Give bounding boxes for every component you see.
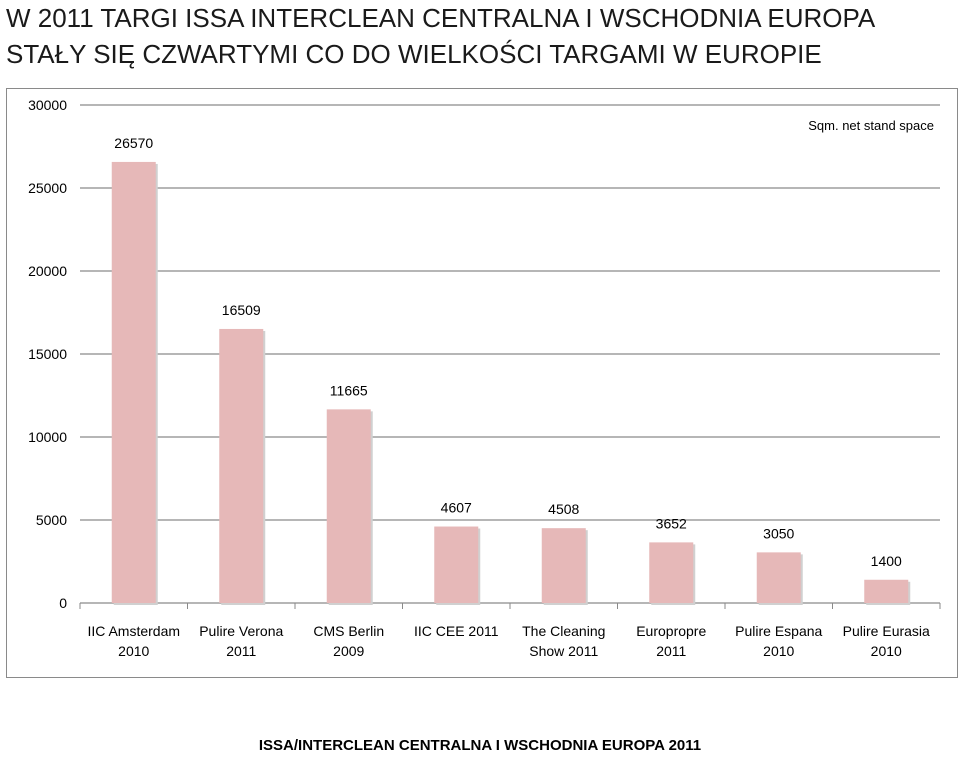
chart-title-line2: STAŁY SIĘ CZWARTYMI CO DO WIELKOŚCI TARG…	[6, 39, 822, 69]
bar	[434, 526, 479, 603]
legend-label: Sqm. net stand space	[808, 118, 934, 133]
chart-title: W 2011 TARGI ISSA INTERCLEAN CENTRALNA I…	[6, 0, 875, 72]
x-tick-label: Show 2011	[529, 643, 598, 659]
x-tick-label: 2009	[333, 643, 364, 659]
bar	[326, 409, 371, 603]
x-axis-labels: IIC Amsterdam 2010 Pulire Verona 2011 CMS Be…	[87, 623, 930, 659]
bar	[541, 528, 586, 603]
x-tick-label: IIC CEE 2011	[414, 623, 499, 639]
x-tick-label: Pulire Espana	[735, 623, 822, 639]
bar-chart: 0 5000 10000 15000 20000 25000 30000 26570 1650…	[28, 97, 941, 659]
data-label: 3652	[656, 515, 687, 531]
bars	[111, 161, 911, 606]
x-tick-label: IIC Amsterdam	[87, 623, 180, 639]
x-tick-label: Europropre	[636, 623, 706, 639]
y-tick-label: 0	[59, 595, 67, 611]
x-tick-label: 2011	[226, 643, 256, 659]
chart-frame	[6, 88, 958, 678]
y-tick-label: 30000	[28, 97, 67, 113]
y-tick-label: 20000	[28, 263, 67, 279]
y-tick-label: 10000	[28, 429, 67, 445]
bar	[219, 328, 264, 603]
bar	[864, 579, 909, 603]
x-tick-label: The Cleaning	[522, 623, 605, 639]
bar	[649, 542, 694, 603]
x-tick-label: Pulire Eurasia	[843, 623, 930, 639]
gridlines	[79, 104, 941, 609]
y-axis-ticks: 0 5000 10000 15000 20000 25000 30000	[28, 97, 67, 611]
x-tick-label: 2010	[118, 643, 149, 659]
data-label: 1400	[871, 553, 902, 569]
bar	[756, 552, 801, 603]
x-tick-label: CMS Berlin	[313, 623, 384, 639]
data-label: 26570	[114, 135, 153, 151]
x-tick-label: 2010	[763, 643, 794, 659]
y-tick-label: 15000	[28, 346, 67, 362]
data-label: 4508	[548, 501, 579, 517]
data-label: 4607	[441, 500, 472, 516]
x-tick-label: 2010	[871, 643, 902, 659]
x-tick-label: Pulire Verona	[199, 623, 283, 639]
y-tick-label: 25000	[28, 180, 67, 196]
data-label: 11665	[330, 382, 368, 398]
bar	[111, 161, 156, 604]
chart-title-line1: W 2011 TARGI ISSA INTERCLEAN CENTRALNA I…	[6, 3, 876, 33]
data-label: 16509	[222, 302, 261, 318]
y-tick-label: 5000	[36, 512, 67, 528]
x-tick-label: 2011	[656, 643, 686, 659]
footer-caption: ISSA/INTERCLEAN CENTRALNA I WSCHODNIA EU…	[258, 737, 702, 754]
data-label: 3050	[763, 525, 794, 541]
data-labels: 26570 16509 11665 4607 4508 3652 3050 1400	[114, 135, 902, 569]
